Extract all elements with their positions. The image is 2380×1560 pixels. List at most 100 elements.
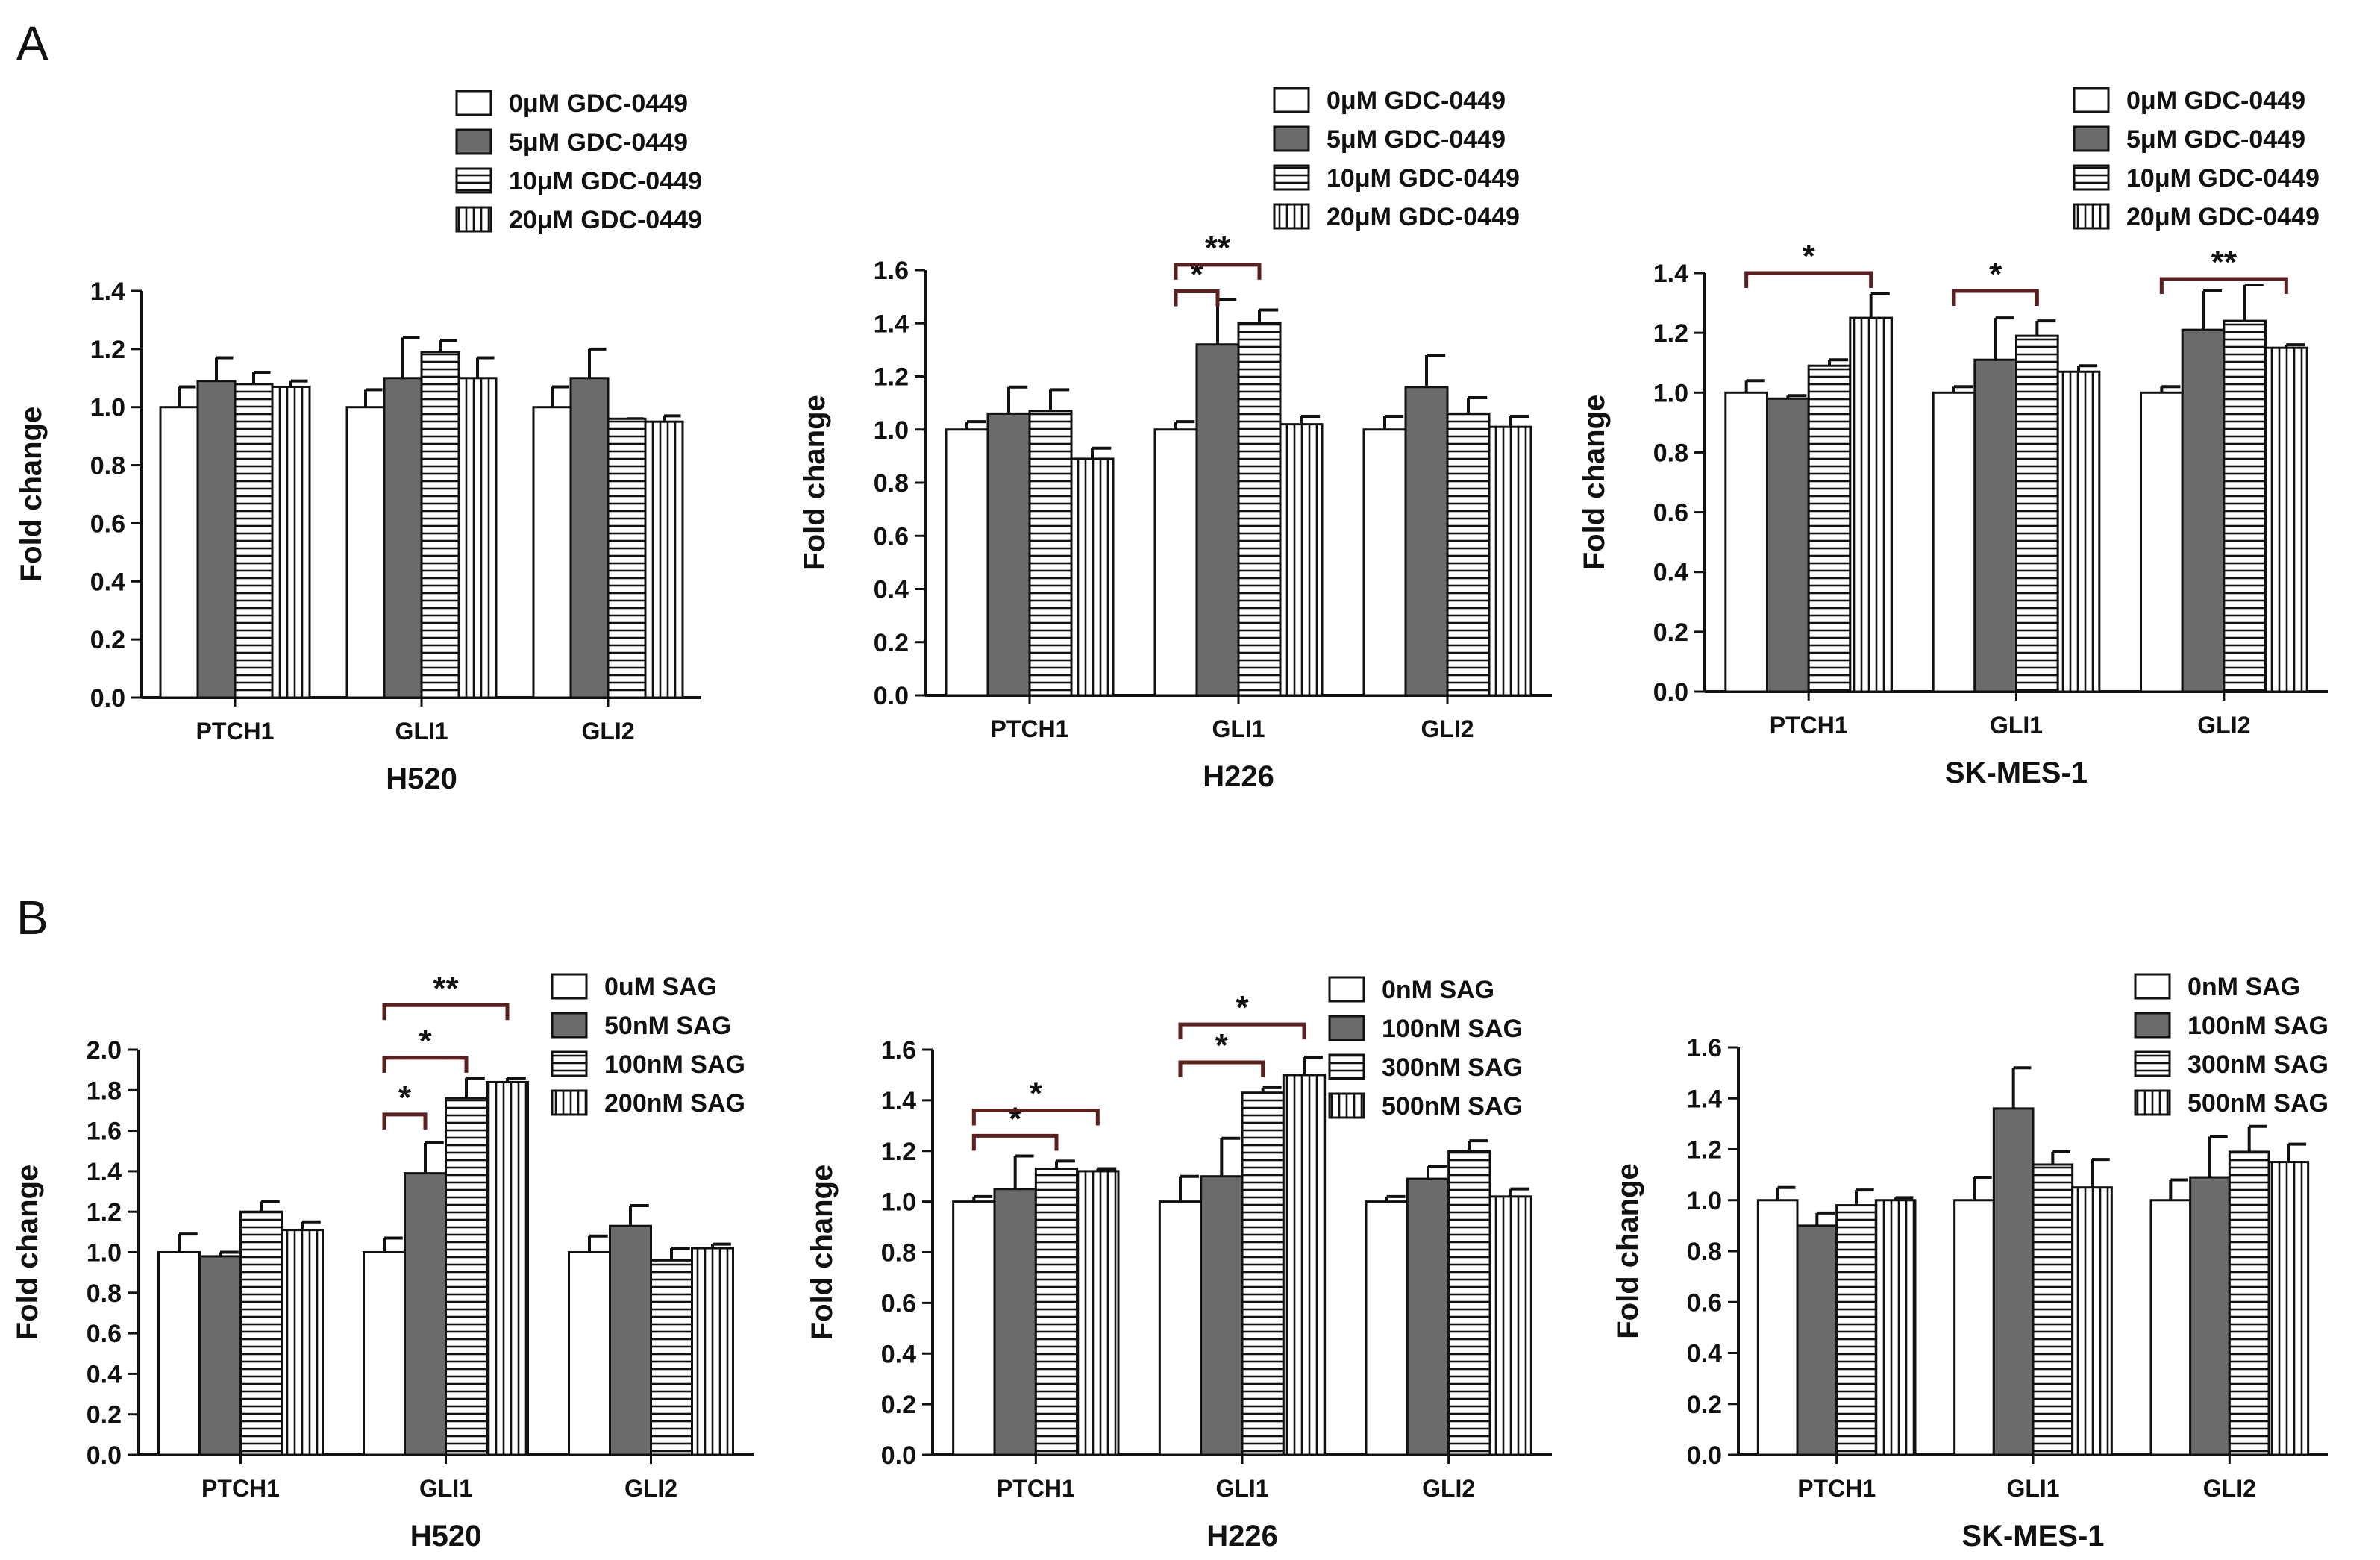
significance-label: * [1009,1100,1022,1137]
bar-ptch1-0 [157,1251,201,1456]
significance-bracket [1744,271,1873,288]
legend-swatch [1328,1092,1365,1119]
category-label: GLI2 [2197,712,2250,739]
category-label: PTCH1 [991,715,1069,742]
y-axis-label: Fold change [1578,395,1611,571]
panel-label-b: B [16,891,48,945]
category-label: GLI2 [2203,1475,2256,1502]
y-tick-label: 0.4 [1653,559,1688,587]
bar-ptch1-0 [945,428,989,697]
y-tick-label: 0.4 [1687,1340,1722,1368]
x-axis-label: SK-MES-1 [1961,1520,2104,1553]
bar-ptch1-1 [196,380,237,699]
y-tick-label: 0.6 [87,1320,122,1348]
legend-label: 10μM GDC-0449 [509,167,702,195]
legend-label: 10μM GDC-0449 [1327,164,1520,192]
y-tick-label: 1.6 [87,1118,122,1146]
bar-gli1-0 [1158,1200,1203,1456]
bar-gli1-1 [1992,1107,2035,1456]
chart-5: 0.0 0.2 0.4 0.6 0.8 1.0 1.2 1.4 1.6 Fold change PT… [1612,973,2329,1553]
bar-gli2-3 [1488,1195,1532,1456]
y-tick-label: 1.2 [87,1198,122,1227]
y-tick-label: 1.2 [881,1138,916,1166]
y-tick-label: 0.6 [1653,499,1688,527]
legend-swatch [2134,1050,2171,1077]
bar-gli1-1 [1200,1175,1244,1456]
y-tick-label: 0.6 [1687,1288,1722,1317]
y-tick-label: 1.2 [1687,1136,1722,1165]
bar-gli2-0 [568,1251,611,1456]
significance-label: * [1803,238,1816,275]
category-label: PTCH1 [1770,712,1848,739]
y-tick-label: 1.4 [1687,1085,1722,1113]
y-tick-label: 0.0 [90,684,125,712]
y-tick-label: 1.8 [87,1077,122,1105]
significance-bracket [1952,289,2039,307]
bar-gli2-2 [1446,412,1491,697]
bar-gli1-2 [1241,1091,1285,1456]
legend-swatch [2134,1089,2171,1116]
category-label: GLI2 [1421,715,1474,742]
legend-swatch [455,90,492,116]
bar-ptch1-3 [271,385,311,699]
bar-ptch1-2 [1034,1168,1079,1456]
y-tick-label: 1.0 [1653,379,1688,407]
significance-bracket [382,1003,510,1021]
legend-label: 5μM GDC-0449 [2126,125,2305,154]
y-tick-label: 1.2 [1653,319,1688,348]
y-tick-label: 0.2 [874,629,909,657]
category-label: GLI1 [419,1475,472,1502]
y-tick-label: 1.2 [90,336,125,364]
y-tick-label: 1.6 [1687,1034,1722,1062]
y-tick-label: 0.0 [1687,1441,1722,1470]
significance-bracket [1178,1022,1306,1040]
y-axis-label: Fold change [11,1165,44,1341]
y-tick-label: 1.0 [90,394,125,422]
legend-swatch [455,206,492,233]
category-label: GLI2 [624,1475,677,1502]
y-tick-label: 1.0 [874,416,909,445]
bar-gli2-0 [1362,428,1407,697]
y-tick-label: 0.6 [881,1289,916,1318]
legend-label: 20μM GDC-0449 [2126,203,2320,231]
bar-gli1-3 [2056,370,2101,693]
legend-label: 5μM GDC-0449 [1327,125,1506,154]
significance-bracket [971,1108,1100,1126]
bar-gli2-2 [2223,319,2267,693]
y-tick-label: 0.2 [87,1401,122,1429]
significance-label: * [1190,257,1203,293]
bar-gli2-1 [2181,328,2226,693]
bar-gli1-2 [2032,1163,2074,1456]
y-tick-label: 0.6 [90,510,125,538]
legend-swatch [551,1012,588,1039]
legend-swatch [551,1050,588,1077]
bar-gli1-3 [1282,1074,1327,1456]
bar-gli2-2 [650,1259,693,1456]
y-tick-label: 1.0 [87,1239,122,1268]
y-tick-label: 1.4 [90,278,125,306]
chart-3: 0.0 0.2 0.4 0.6 0.8 1.0 1.2 1.4 1.6 1.8 2.0 Fold ch… [11,970,754,1553]
y-tick-label: 1.4 [881,1087,916,1115]
bar-gli1-3 [1279,423,1324,697]
significance-label: * [1215,1027,1229,1064]
legend-swatch [455,128,492,155]
bar-gli2-3 [644,420,684,699]
bar-ptch1-3 [281,1229,324,1456]
y-tick-label: 0.6 [874,522,909,551]
legend-label: 10μM GDC-0449 [2126,164,2320,192]
bar-ptch1-0 [159,406,199,699]
bar-gli2-0 [1365,1200,1409,1456]
legend-swatch [2073,164,2110,191]
legend-swatch [2073,87,2110,113]
category-label: PTCH1 [1797,1475,1876,1502]
y-tick-label: 0.4 [881,1340,916,1368]
charts-container: 0.0 0.2 0.4 0.6 0.8 1.0 1.2 1.4 Fold change PTCH1… [11,87,2329,1553]
bar-gli2-2 [2228,1150,2270,1456]
legend-swatch [1273,87,1310,113]
bar-ptch1-3 [1849,316,1893,693]
legend-label: 500nM SAG [1382,1092,1523,1121]
bar-ptch1-0 [1756,1199,1799,1456]
legend-label: 300nM SAG [1382,1053,1523,1082]
legend-label: 20μM GDC-0449 [509,206,702,234]
bar-ptch1-1 [1796,1224,1838,1456]
